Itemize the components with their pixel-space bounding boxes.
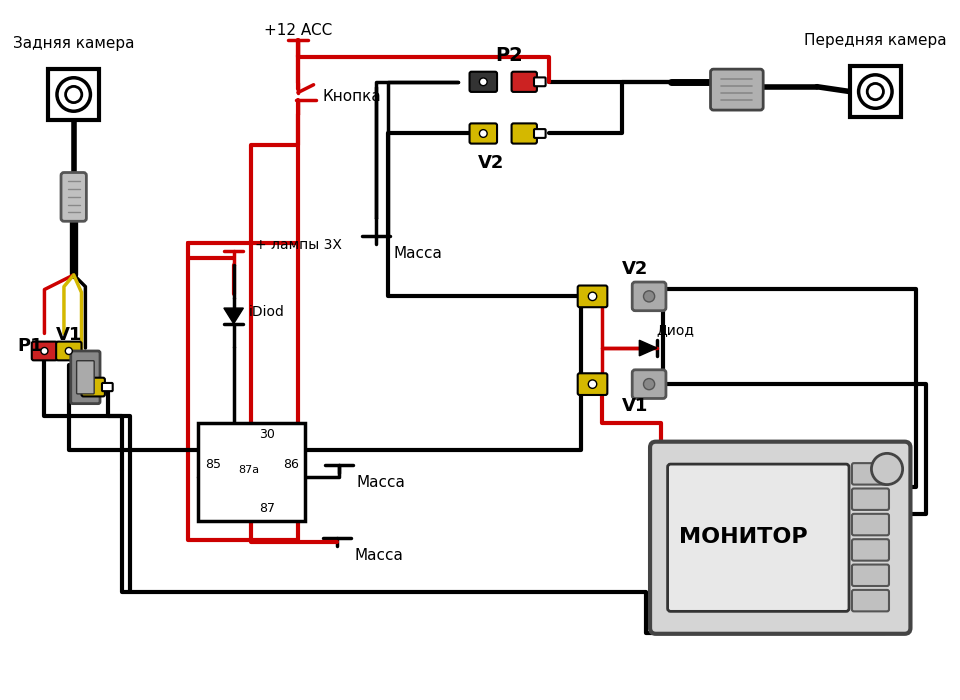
Text: P2: P2	[495, 46, 523, 65]
Text: Передняя камера: Передняя камера	[804, 34, 947, 48]
FancyBboxPatch shape	[469, 71, 497, 92]
Bar	[850, 66, 900, 117]
FancyBboxPatch shape	[512, 71, 537, 92]
Circle shape	[65, 86, 82, 103]
Text: 87a: 87a	[239, 465, 260, 475]
Text: Диод: Диод	[656, 323, 694, 337]
FancyBboxPatch shape	[77, 360, 94, 394]
Circle shape	[65, 347, 72, 354]
Text: 87: 87	[259, 503, 275, 515]
FancyBboxPatch shape	[102, 383, 112, 391]
Circle shape	[867, 83, 883, 99]
Text: Масса: Масса	[394, 246, 443, 261]
Circle shape	[643, 379, 655, 390]
Circle shape	[588, 380, 597, 389]
Text: V1: V1	[622, 397, 648, 414]
FancyBboxPatch shape	[633, 370, 666, 398]
FancyBboxPatch shape	[710, 69, 763, 110]
FancyBboxPatch shape	[852, 514, 889, 536]
Polygon shape	[639, 340, 657, 356]
Text: 30: 30	[259, 428, 275, 441]
FancyBboxPatch shape	[534, 129, 545, 138]
Circle shape	[41, 347, 48, 354]
Text: V1: V1	[56, 326, 82, 344]
Text: Масса: Масса	[356, 475, 405, 490]
Text: Масса: Масса	[354, 548, 403, 564]
Text: 85: 85	[205, 458, 222, 470]
Circle shape	[643, 290, 655, 302]
FancyBboxPatch shape	[852, 590, 889, 611]
Text: Задняя камера: Задняя камера	[12, 36, 134, 51]
Text: P1: P1	[17, 337, 42, 355]
FancyBboxPatch shape	[852, 565, 889, 586]
Text: + лампы 3Х: + лампы 3Х	[255, 238, 342, 252]
Circle shape	[588, 292, 597, 300]
Circle shape	[858, 75, 892, 108]
FancyBboxPatch shape	[852, 463, 889, 484]
Text: МОНИТОР: МОНИТОР	[680, 527, 808, 547]
FancyBboxPatch shape	[82, 378, 105, 396]
Bar	[48, 69, 99, 120]
FancyBboxPatch shape	[667, 464, 849, 611]
FancyBboxPatch shape	[578, 286, 608, 307]
FancyBboxPatch shape	[852, 539, 889, 561]
Text: 86: 86	[283, 458, 300, 470]
Bar	[198, 423, 305, 521]
FancyBboxPatch shape	[469, 123, 497, 144]
Polygon shape	[224, 308, 244, 323]
FancyBboxPatch shape	[578, 373, 608, 395]
Circle shape	[479, 130, 487, 137]
FancyBboxPatch shape	[32, 342, 57, 360]
Circle shape	[872, 454, 902, 484]
Text: V2: V2	[622, 260, 648, 278]
FancyBboxPatch shape	[534, 78, 545, 86]
FancyBboxPatch shape	[512, 123, 537, 144]
FancyBboxPatch shape	[633, 282, 666, 311]
Circle shape	[57, 78, 90, 111]
FancyBboxPatch shape	[61, 172, 86, 221]
FancyBboxPatch shape	[852, 489, 889, 510]
Text: Кнопка: Кнопка	[323, 89, 381, 104]
Text: +12 ACC: +12 ACC	[264, 22, 332, 38]
Circle shape	[479, 78, 487, 85]
FancyBboxPatch shape	[71, 351, 100, 404]
Text: iDiod: iDiod	[250, 305, 285, 319]
Text: V2: V2	[478, 154, 504, 172]
FancyBboxPatch shape	[650, 442, 910, 634]
FancyBboxPatch shape	[56, 342, 82, 360]
